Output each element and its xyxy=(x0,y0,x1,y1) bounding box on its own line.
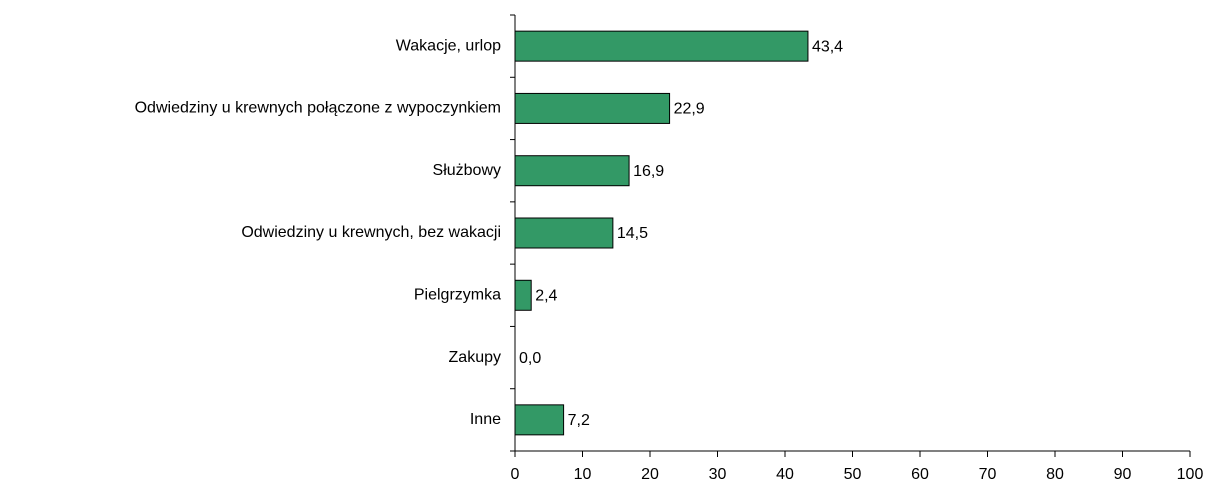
x-tick-label: 90 xyxy=(1114,466,1132,483)
bar xyxy=(514,404,565,436)
x-tick-label: 80 xyxy=(1046,466,1064,483)
value-label: 16,9 xyxy=(633,163,664,180)
y-tick-label: Pielgrzymka xyxy=(414,287,501,304)
x-tick-label: 0 xyxy=(511,466,520,483)
value-label: 22,9 xyxy=(674,101,705,118)
value-label: 7,2 xyxy=(568,412,590,429)
y-tick-label: Służbowy xyxy=(433,162,501,179)
x-tick-label: 100 xyxy=(1177,466,1204,483)
y-tick-label: Inne xyxy=(470,411,501,428)
bar xyxy=(514,92,671,124)
x-tick-label: 30 xyxy=(709,466,727,483)
value-label: 14,5 xyxy=(617,225,648,242)
x-tick-label: 10 xyxy=(574,466,592,483)
value-label: 2,4 xyxy=(535,288,557,305)
x-tick-label: 50 xyxy=(844,466,862,483)
x-tick-label: 60 xyxy=(911,466,929,483)
bar xyxy=(514,279,532,311)
bar xyxy=(514,155,630,187)
value-label: 43,4 xyxy=(812,38,843,55)
bar xyxy=(514,30,809,62)
y-tick-label: Odwiedziny u krewnych, bez wakacji xyxy=(241,224,501,241)
x-tick-label: 40 xyxy=(776,466,794,483)
y-tick-label: Wakacje, urlop xyxy=(396,37,501,54)
x-tick-label: 70 xyxy=(979,466,997,483)
y-tick-label: Zakupy xyxy=(449,349,501,366)
x-tick-label: 20 xyxy=(641,466,659,483)
value-label: 0,0 xyxy=(519,350,541,367)
bar xyxy=(514,217,614,249)
y-tick-label: Odwiedziny u krewnych połączone z wypocz… xyxy=(135,100,501,117)
